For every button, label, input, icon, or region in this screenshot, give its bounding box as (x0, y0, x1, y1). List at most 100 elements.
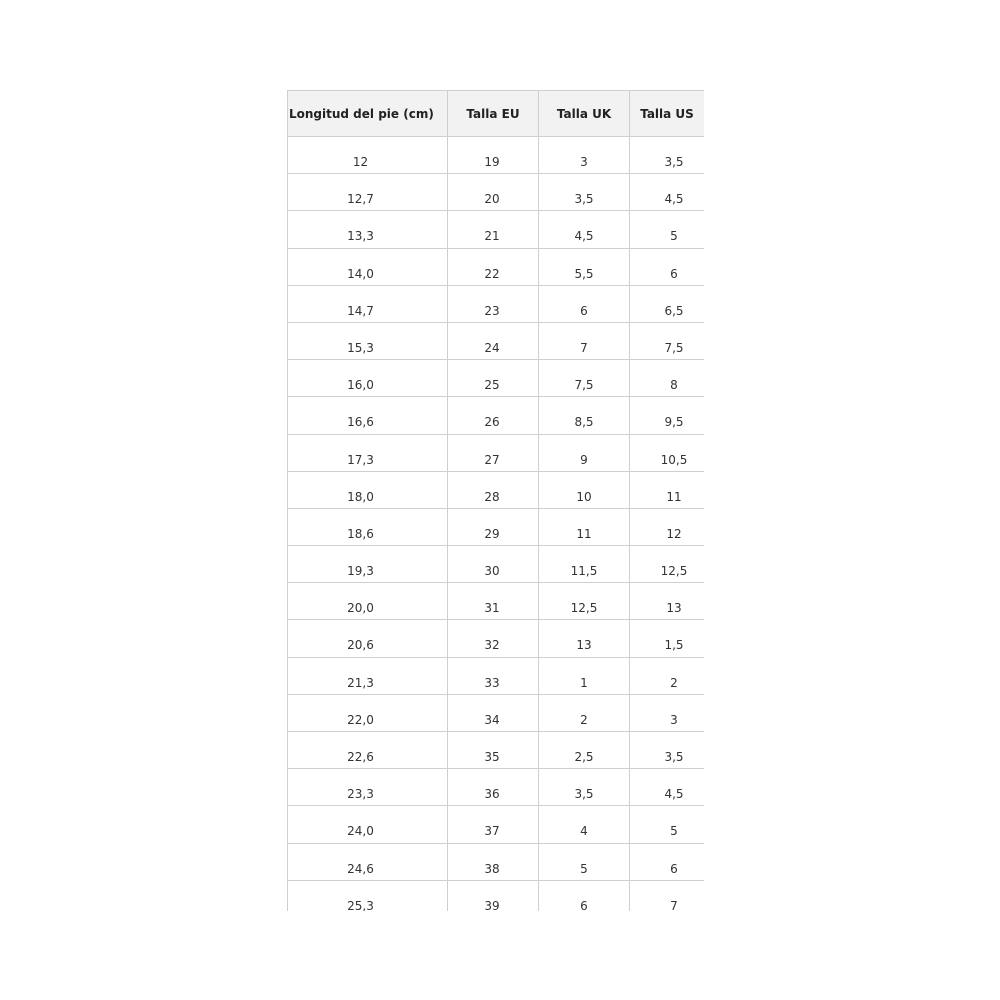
table-body: 12 19 3 3,5 12,7 20 3,5 4,5 13,3 21 4,5 5 14,0 22 5,5 6… (287, 135, 704, 911)
us-size-cell: 6 (629, 842, 704, 881)
us-size-cell: 7 (629, 879, 704, 911)
table-row: 22,6 35 2,5 3,5 (287, 730, 704, 770)
uk-size-cell: 7,5 (538, 359, 630, 398)
us-size-cell: 6 (629, 247, 704, 286)
eu-size-cell: 34 (447, 693, 539, 733)
table-row: 14,0 22 5,5 6 (287, 247, 704, 286)
us-size-cell: 3 (629, 693, 704, 733)
us-size-cell: 1,5 (629, 619, 704, 658)
eu-size-cell: 39 (447, 879, 539, 911)
table-row: 24,6 38 5 6 (287, 842, 704, 881)
us-size-cell: 2 (629, 656, 704, 695)
foot-length-cell: 23,3 (287, 768, 448, 807)
header-row: Longitud del pie (cm) Talla EU Talla UK … (287, 90, 704, 137)
table-row: 12 19 3 3,5 (287, 135, 704, 175)
foot-length-cell: 20,0 (287, 582, 448, 621)
foot-length-cell: 12 (287, 135, 448, 175)
uk-size-cell: 4,5 (538, 210, 630, 249)
eu-size-cell: 31 (447, 582, 539, 621)
eu-size-cell: 29 (447, 507, 539, 547)
foot-length-cell: 16,6 (287, 396, 448, 435)
eu-size-cell: 25 (447, 359, 539, 398)
eu-size-cell: 23 (447, 284, 539, 323)
us-size-cell: 4,5 (629, 173, 704, 212)
table-row: 20,0 31 12,5 13 (287, 582, 704, 621)
foot-length-cell: 20,6 (287, 619, 448, 658)
foot-length-cell: 22,6 (287, 730, 448, 770)
foot-length-cell: 18,0 (287, 470, 448, 509)
us-size-cell: 12 (629, 507, 704, 547)
foot-length-cell: 17,3 (287, 433, 448, 472)
uk-size-cell: 1 (538, 656, 630, 695)
uk-size-cell: 11 (538, 507, 630, 547)
header-us-size: Talla US (629, 90, 704, 137)
uk-size-cell: 5,5 (538, 247, 630, 286)
eu-size-cell: 24 (447, 321, 539, 361)
foot-length-cell: 12,7 (287, 173, 448, 212)
foot-length-cell: 14,7 (287, 284, 448, 323)
eu-size-cell: 22 (447, 247, 539, 286)
uk-size-cell: 5 (538, 842, 630, 881)
table-row: 19,3 30 11,5 12,5 (287, 545, 704, 584)
us-size-cell: 3,5 (629, 730, 704, 770)
us-size-cell: 6,5 (629, 284, 704, 323)
foot-length-cell: 25,3 (287, 879, 448, 911)
eu-size-cell: 37 (447, 805, 539, 844)
table-row: 15,3 24 7 7,5 (287, 321, 704, 361)
table-row: 24,0 37 4 5 (287, 805, 704, 844)
uk-size-cell: 12,5 (538, 582, 630, 621)
uk-size-cell: 2,5 (538, 730, 630, 770)
uk-size-cell: 10 (538, 470, 630, 509)
table-row: 14,7 23 6 6,5 (287, 284, 704, 323)
us-size-cell: 3,5 (629, 135, 704, 175)
foot-length-cell: 22,0 (287, 693, 448, 733)
table-row: 22,0 34 2 3 (287, 693, 704, 733)
foot-length-cell: 13,3 (287, 210, 448, 249)
size-table-container: Longitud del pie (cm) Talla EU Talla UK … (287, 90, 704, 911)
table-row: 16,6 26 8,5 9,5 (287, 396, 704, 435)
eu-size-cell: 19 (447, 135, 539, 175)
us-size-cell: 8 (629, 359, 704, 398)
eu-size-cell: 30 (447, 545, 539, 584)
foot-length-cell: 16,0 (287, 359, 448, 398)
us-size-cell: 4,5 (629, 768, 704, 807)
table-row: 16,0 25 7,5 8 (287, 359, 704, 398)
eu-size-cell: 38 (447, 842, 539, 881)
eu-size-cell: 32 (447, 619, 539, 658)
header-eu-size: Talla EU (447, 90, 539, 137)
header-foot-length: Longitud del pie (cm) (287, 90, 448, 137)
foot-length-cell: 24,0 (287, 805, 448, 844)
uk-size-cell: 8,5 (538, 396, 630, 435)
table-row: 25,3 39 6 7 (287, 879, 704, 911)
us-size-cell: 12,5 (629, 545, 704, 584)
foot-length-cell: 15,3 (287, 321, 448, 361)
us-size-cell: 10,5 (629, 433, 704, 472)
table-row: 20,6 32 13 1,5 (287, 619, 704, 658)
eu-size-cell: 26 (447, 396, 539, 435)
table-row: 13,3 21 4,5 5 (287, 210, 704, 249)
table-row: 21,3 33 1 2 (287, 656, 704, 695)
uk-size-cell: 4 (538, 805, 630, 844)
uk-size-cell: 3 (538, 135, 630, 175)
us-size-cell: 5 (629, 805, 704, 844)
us-size-cell: 9,5 (629, 396, 704, 435)
foot-length-cell: 14,0 (287, 247, 448, 286)
eu-size-cell: 27 (447, 433, 539, 472)
header-uk-size: Talla UK (538, 90, 630, 137)
table-row: 12,7 20 3,5 4,5 (287, 173, 704, 212)
table-row: 18,0 28 10 11 (287, 470, 704, 509)
us-size-cell: 5 (629, 210, 704, 249)
table-row: 17,3 27 9 10,5 (287, 433, 704, 472)
eu-size-cell: 35 (447, 730, 539, 770)
uk-size-cell: 3,5 (538, 768, 630, 807)
table-header: Longitud del pie (cm) Talla EU Talla UK … (287, 90, 704, 137)
uk-size-cell: 9 (538, 433, 630, 472)
uk-size-cell: 13 (538, 619, 630, 658)
foot-length-cell: 19,3 (287, 545, 448, 584)
uk-size-cell: 3,5 (538, 173, 630, 212)
us-size-cell: 13 (629, 582, 704, 621)
uk-size-cell: 6 (538, 879, 630, 911)
uk-size-cell: 11,5 (538, 545, 630, 584)
uk-size-cell: 2 (538, 693, 630, 733)
uk-size-cell: 6 (538, 284, 630, 323)
